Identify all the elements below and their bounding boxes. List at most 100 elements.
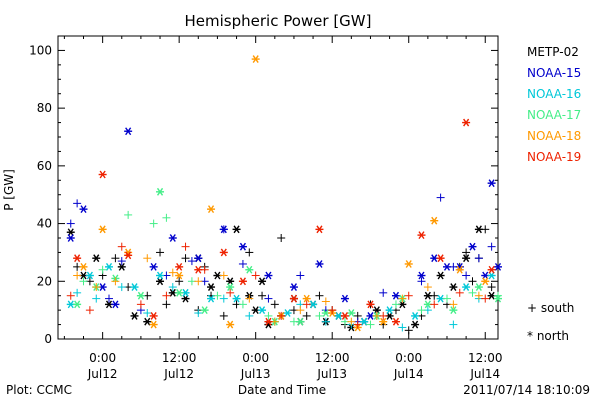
data-point-south <box>417 277 426 286</box>
data-point-north <box>264 271 273 280</box>
data-point-north <box>136 291 145 300</box>
data-point-north <box>315 225 324 234</box>
y-tick-label: 100 <box>29 43 52 57</box>
data-point-north <box>442 262 451 271</box>
data-point-north <box>149 320 158 329</box>
data-point-south <box>136 300 145 309</box>
data-point-north <box>175 262 184 271</box>
data-point-north <box>474 225 483 234</box>
data-point-south <box>258 291 267 300</box>
x-tick-label-date: Jul13 <box>240 367 271 381</box>
data-point-north <box>226 283 235 291</box>
data-point-south <box>468 277 477 286</box>
data-point-north <box>462 118 471 127</box>
data-point-south <box>398 323 407 332</box>
data-point-north <box>226 320 235 329</box>
data-point-north <box>391 317 400 326</box>
data-point-south <box>73 199 82 208</box>
data-point-north <box>436 271 445 280</box>
x-tick-label-date: Jul14 <box>469 367 500 381</box>
data-point-north <box>455 265 464 274</box>
data-point-north <box>360 317 369 326</box>
data-point-south <box>474 254 483 263</box>
symbol-legend: + south * north <box>527 301 574 343</box>
legend-entry: NOAA-18 <box>527 129 581 143</box>
data-point-south <box>98 265 107 274</box>
data-point-south <box>277 234 286 242</box>
data-point-north <box>258 306 267 315</box>
data-point-south <box>321 317 330 326</box>
data-point-south <box>481 294 490 303</box>
x-tick-label-date: Jul12 <box>163 367 194 381</box>
x-tick-label-time: 0:00 <box>242 351 269 365</box>
data-point-north <box>200 306 209 315</box>
data-point-south <box>117 257 126 266</box>
y-tick-label: 40 <box>37 217 52 231</box>
x-tick-label-time: 12:00 <box>162 351 197 365</box>
data-point-south <box>219 271 228 280</box>
legend-entry: NOAA-15 <box>527 66 581 80</box>
footer-plot-credit: Plot: CCMC <box>6 383 72 397</box>
data-point-north <box>85 271 94 280</box>
data-point-south <box>379 311 388 320</box>
data-point-south <box>73 271 82 280</box>
data-point-north <box>219 248 228 257</box>
data-point-north <box>417 271 426 280</box>
data-point-north <box>494 294 502 303</box>
data-point-north <box>258 277 267 286</box>
data-point-north <box>379 317 388 326</box>
data-point-south <box>264 294 273 303</box>
data-point-north <box>347 309 356 317</box>
data-point-north <box>181 294 190 303</box>
data-point-north <box>296 317 305 326</box>
symbol-legend-north: * north <box>527 329 569 343</box>
data-point-south <box>474 291 483 300</box>
data-point-north <box>149 262 158 271</box>
data-point-south <box>111 254 120 263</box>
data-point-south <box>245 311 254 320</box>
data-point-north <box>238 242 247 251</box>
data-point-north <box>436 254 445 263</box>
data-point-north <box>73 300 82 309</box>
legend-entry: NOAA-16 <box>527 87 581 101</box>
data-point-south <box>398 294 407 303</box>
data-point-south <box>296 271 305 280</box>
data-point-north <box>156 277 165 286</box>
data-point-south <box>296 306 305 315</box>
data-point-south <box>442 294 451 303</box>
data-point-south <box>219 294 228 303</box>
data-point-south <box>315 291 324 300</box>
data-point-south <box>181 242 190 251</box>
data-point-south <box>92 294 101 303</box>
series-legend: METP-02 NOAA-15 NOAA-16 NOAA-17 NOAA-18 NOAA-… <box>527 45 581 164</box>
data-point-north <box>404 260 413 268</box>
data-point-north <box>168 234 177 242</box>
data-point-south <box>455 288 464 297</box>
data-point-south <box>449 300 458 309</box>
data-point-south <box>321 297 330 306</box>
data-point-south <box>194 277 203 286</box>
data-point-north <box>462 254 471 263</box>
data-point-north <box>391 291 400 300</box>
data-point-south <box>168 283 177 292</box>
x-tick-label-time: 0:00 <box>89 351 116 365</box>
data-point-south <box>162 300 171 309</box>
data-point-south <box>277 311 286 320</box>
data-point-north <box>149 312 158 320</box>
x-tick-label-date: Jul12 <box>87 367 118 381</box>
legend-entry: METP-02 <box>527 45 579 59</box>
data-point-north <box>194 265 203 274</box>
data-point-south <box>264 311 273 320</box>
data-point-north <box>449 306 458 315</box>
data-point-south <box>187 257 196 266</box>
data-point-south <box>168 268 177 277</box>
data-point-south <box>302 300 311 309</box>
data-point-north <box>487 265 496 274</box>
data-point-north <box>283 309 292 317</box>
data-point-south <box>181 254 190 263</box>
data-point-south <box>430 300 439 309</box>
data-point-north <box>423 291 432 300</box>
data-point-north <box>156 187 165 196</box>
data-point-south <box>66 291 75 300</box>
data-point-south <box>245 248 254 257</box>
